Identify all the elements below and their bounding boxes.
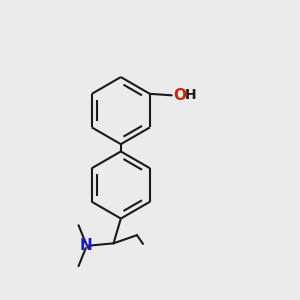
- Text: N: N: [80, 238, 92, 253]
- Text: O: O: [173, 88, 186, 103]
- Text: H: H: [185, 88, 197, 102]
